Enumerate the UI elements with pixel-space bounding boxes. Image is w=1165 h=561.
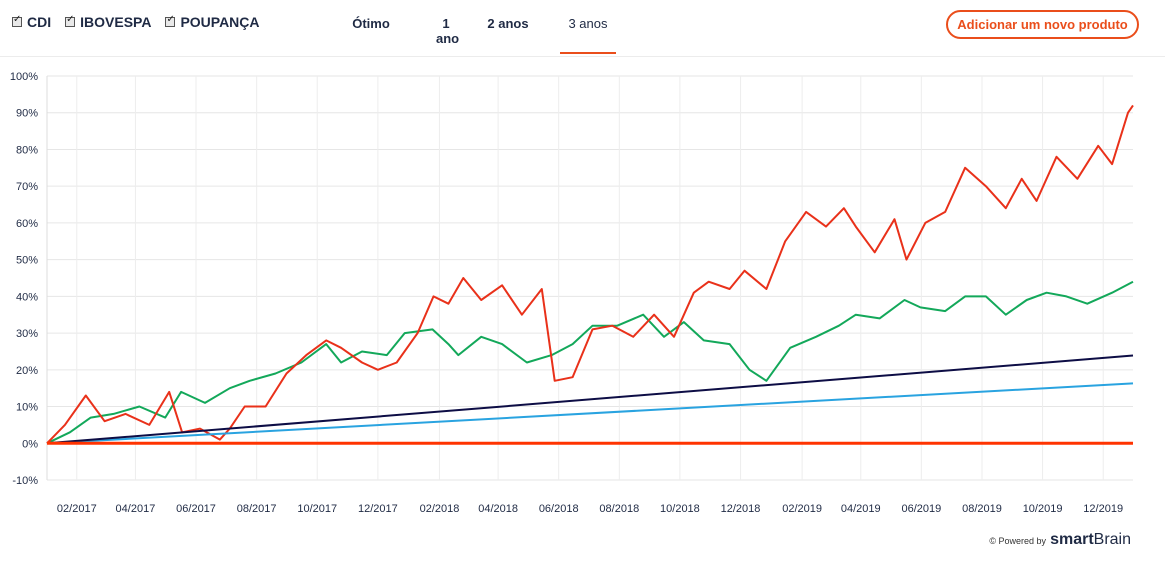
brand-part-a: smart <box>1050 531 1094 548</box>
tab-3-anos[interactable]: 3 anos <box>560 16 616 54</box>
tab-1-ano[interactable]: 1 ano <box>436 16 460 46</box>
y-tick-label: 100% <box>10 71 38 83</box>
series-line-3 <box>46 280 1134 445</box>
top-bar: CDI IBOVESPA POUPANÇA Ótimo 1 ano 2 anos… <box>0 0 1165 57</box>
x-tick-label: 02/2017 <box>57 503 97 515</box>
x-axis: 02/2017 04/2017 06/2017 08/2017 10/2017 12/20… <box>57 503 1123 515</box>
grid-lines <box>46 75 1133 481</box>
powered-by-text: © Powered by <box>989 536 1047 546</box>
x-tick-label: 12/2017 <box>358 503 398 515</box>
powered-by-footer: © Powered by smartBrain <box>989 531 1131 549</box>
y-tick-label: 80% <box>16 144 38 156</box>
legend-label: IBOVESPA <box>80 14 152 30</box>
period-tabs: Ótimo 1 ano 2 anos 3 anos <box>340 16 616 54</box>
brand-part-b: Brain <box>1093 531 1131 548</box>
x-tick-label: 12/2019 <box>1083 503 1123 515</box>
tab-otimo[interactable]: Ótimo <box>352 16 390 31</box>
x-tick-label: 06/2018 <box>539 503 579 515</box>
y-axis: -10% 0% 10% 20% 30% 40% 50% 60% 70% 80% 90% 100% <box>10 71 38 487</box>
series-lines <box>46 104 1134 445</box>
x-tick-label: 06/2019 <box>901 503 941 515</box>
checkbox-checked-icon[interactable] <box>65 14 76 27</box>
y-tick-label: 0% <box>22 438 38 450</box>
y-tick-label: 30% <box>16 328 38 340</box>
add-product-button[interactable]: Adicionar um novo produto <box>946 10 1139 39</box>
checkbox-checked-icon[interactable] <box>12 14 22 27</box>
y-tick-label: 70% <box>16 181 38 193</box>
x-tick-label: 02/2019 <box>782 503 822 515</box>
legend-toggle-ibovespa[interactable]: IBOVESPA <box>65 14 151 30</box>
y-tick-label: 20% <box>16 365 38 377</box>
legend-toggle-poupanca[interactable]: POUPANÇA <box>165 14 260 30</box>
x-tick-label: 08/2017 <box>237 503 277 515</box>
tab-2-anos[interactable]: 2 anos <box>487 16 529 31</box>
checkbox-checked-icon[interactable] <box>165 14 176 27</box>
x-tick-label: 10/2017 <box>297 503 337 515</box>
series-legend: CDI IBOVESPA POUPANÇA <box>12 14 260 30</box>
x-tick-label: 08/2019 <box>962 503 1002 515</box>
legend-label: POUPANÇA <box>180 14 260 30</box>
x-tick-label: 04/2017 <box>116 503 156 515</box>
y-tick-label: 50% <box>16 255 38 267</box>
x-tick-label: 02/2018 <box>420 503 460 515</box>
smartbrain-logo[interactable]: smartBrain <box>1050 531 1131 549</box>
x-tick-label: 08/2018 <box>599 503 639 515</box>
y-tick-label: -10% <box>12 475 38 487</box>
y-tick-label: 60% <box>16 218 38 230</box>
y-tick-label: 90% <box>16 108 38 120</box>
y-tick-label: 10% <box>16 402 38 414</box>
y-tick-label: 40% <box>16 291 38 303</box>
x-tick-label: 12/2018 <box>721 503 761 515</box>
x-tick-label: 06/2017 <box>176 503 216 515</box>
x-tick-label: 10/2019 <box>1023 503 1063 515</box>
x-tick-label: 10/2018 <box>660 503 700 515</box>
series-line-1 <box>46 382 1134 445</box>
legend-toggle-cdi[interactable]: CDI <box>12 14 51 30</box>
legend-label: CDI <box>27 14 52 30</box>
x-tick-label: 04/2018 <box>478 503 518 515</box>
series-line-2 <box>46 354 1134 445</box>
performance-chart: -10% 0% 10% 20% 30% 40% 50% 60% 70% 80% 90% 100% 02… <box>10 71 1134 515</box>
x-tick-label: 04/2019 <box>841 503 881 515</box>
